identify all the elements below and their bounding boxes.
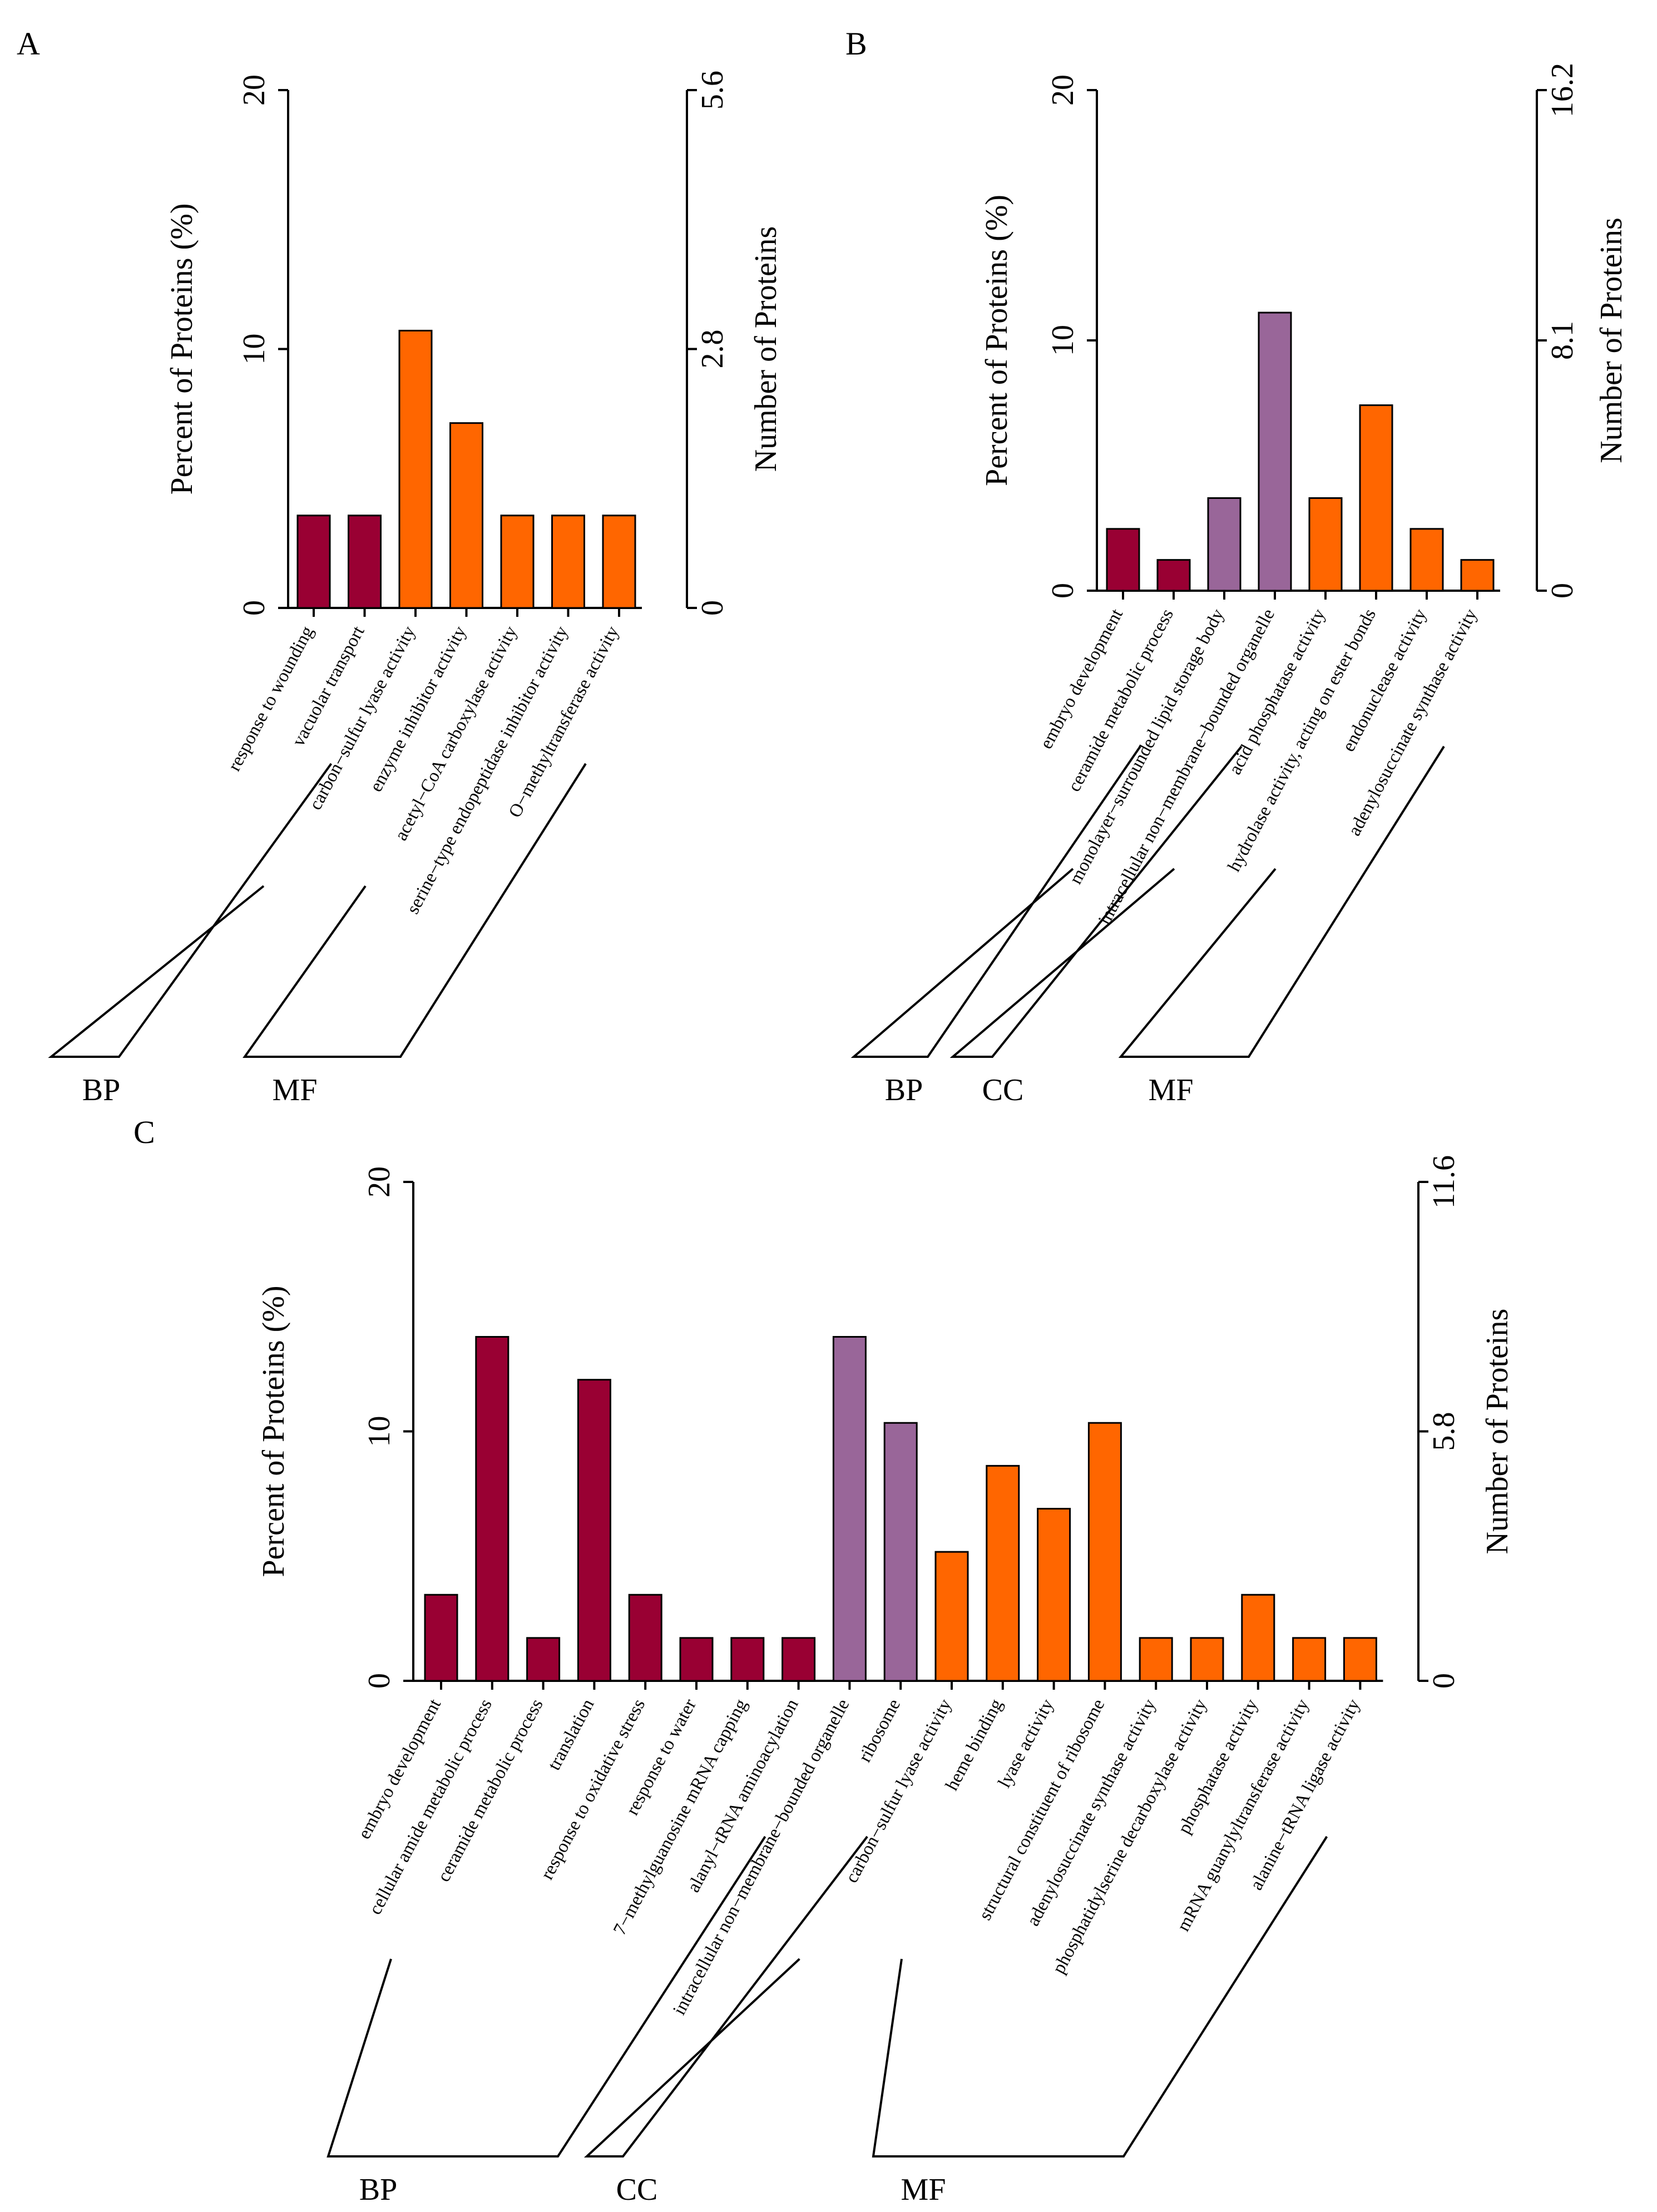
left-tick-label: 20 xyxy=(1046,75,1080,106)
group-bracket xyxy=(949,745,1243,1058)
left-tick-label: 0 xyxy=(362,1673,397,1689)
panel-c: C 0 10 20 Percent of Proteins (%) 0 5.8 11.6 Num… xyxy=(133,1114,1515,2207)
group-bracket xyxy=(243,763,587,1058)
left-tick-label: 20 xyxy=(362,1166,397,1197)
group-label: MF xyxy=(273,1073,318,1107)
group-bracket xyxy=(327,1835,766,2157)
left-tick-label: 0 xyxy=(1046,583,1080,598)
left-axis-title: Percent of Proteins (%) xyxy=(165,203,199,494)
group-bracket xyxy=(48,763,333,1058)
bar xyxy=(577,1379,611,1682)
bar xyxy=(475,1336,510,1682)
right-tick-label: 11.6 xyxy=(1427,1155,1461,1209)
bar xyxy=(1139,1637,1173,1682)
bar xyxy=(1190,1637,1224,1682)
bar xyxy=(602,514,636,609)
right-axis-title: Number of Proteins xyxy=(1594,217,1629,463)
bar xyxy=(296,514,331,609)
category-label: carbon−sulfur lyase activity xyxy=(842,1695,956,1886)
category-label: enzyme inhibitor activity xyxy=(366,622,471,795)
right-axis-title: Number of Proteins xyxy=(749,226,783,472)
left-tick-label: 10 xyxy=(1046,325,1080,356)
bar xyxy=(398,329,433,609)
right-tick-label: 0 xyxy=(695,600,730,616)
bar xyxy=(348,514,382,609)
right-tick-label: 0 xyxy=(1427,1673,1461,1689)
group-bracket xyxy=(583,1835,868,2157)
bar xyxy=(1343,1637,1377,1682)
category-label: ceramide metabolic process xyxy=(434,1696,547,1886)
bar xyxy=(1241,1594,1275,1682)
left-tick-label: 10 xyxy=(237,334,271,365)
right-axis-title: Number of Proteins xyxy=(1480,1309,1515,1555)
bar xyxy=(1156,559,1191,592)
panel-letter: C xyxy=(133,1114,155,1150)
category-label: acid phosphatase activity xyxy=(1225,605,1330,778)
bar xyxy=(1258,311,1292,592)
panel-letter: A xyxy=(17,26,40,62)
bar xyxy=(1292,1637,1327,1682)
bar xyxy=(1359,404,1393,592)
bar xyxy=(781,1637,816,1682)
bar xyxy=(730,1637,765,1682)
group-bracket xyxy=(1118,745,1445,1058)
bar xyxy=(628,1594,662,1682)
bar xyxy=(1308,497,1343,592)
bar xyxy=(526,1637,561,1682)
bar xyxy=(424,1594,458,1682)
group-label: BP xyxy=(885,1073,923,1107)
left-tick-label: 0 xyxy=(237,600,271,616)
bar xyxy=(679,1637,714,1682)
bar xyxy=(449,422,483,609)
category-label: response to wounding xyxy=(224,623,318,775)
group-label: MF xyxy=(901,2173,946,2207)
bar xyxy=(986,1464,1020,1682)
group-bracket xyxy=(850,745,1141,1058)
group-label: BP xyxy=(359,2173,398,2207)
group-label: MF xyxy=(1149,1073,1194,1107)
category-label: translation xyxy=(544,1696,598,1774)
right-tick-label: 0 xyxy=(1545,583,1580,598)
bar xyxy=(1106,528,1140,592)
bar xyxy=(934,1551,969,1682)
group-bracket xyxy=(872,1835,1328,2157)
group-label: CC xyxy=(616,2173,658,2207)
group-label: CC xyxy=(982,1073,1024,1107)
left-tick-label: 20 xyxy=(237,75,271,106)
panel-b: B 0 10 20 Percent of Proteins (%) 0 8.1 16.2 Num… xyxy=(845,26,1629,1107)
bar xyxy=(551,514,585,609)
left-tick-label: 10 xyxy=(362,1416,397,1447)
right-tick-label: 8.1 xyxy=(1545,321,1580,360)
right-tick-label: 5.8 xyxy=(1427,1412,1461,1451)
right-tick-label: 5.6 xyxy=(695,71,730,110)
bar xyxy=(1207,497,1241,592)
bar xyxy=(1087,1422,1122,1682)
category-label: ribosome xyxy=(855,1696,904,1765)
panel-a: A 0 10 20 Percent of Proteins (%) 0 2.8 5.6 Numb… xyxy=(17,26,783,1107)
bar xyxy=(883,1422,918,1682)
bar xyxy=(500,514,535,609)
left-axis-title: Percent of Proteins (%) xyxy=(256,1285,291,1577)
panel-letter: B xyxy=(845,26,867,62)
left-axis-title: Percent of Proteins (%) xyxy=(980,195,1014,486)
bar xyxy=(1460,559,1495,592)
group-label: BP xyxy=(82,1073,121,1107)
bar xyxy=(832,1336,867,1682)
bar xyxy=(1037,1508,1071,1682)
right-tick-label: 2.8 xyxy=(695,330,730,369)
right-tick-label: 16.2 xyxy=(1545,63,1580,117)
bar xyxy=(1409,528,1444,592)
